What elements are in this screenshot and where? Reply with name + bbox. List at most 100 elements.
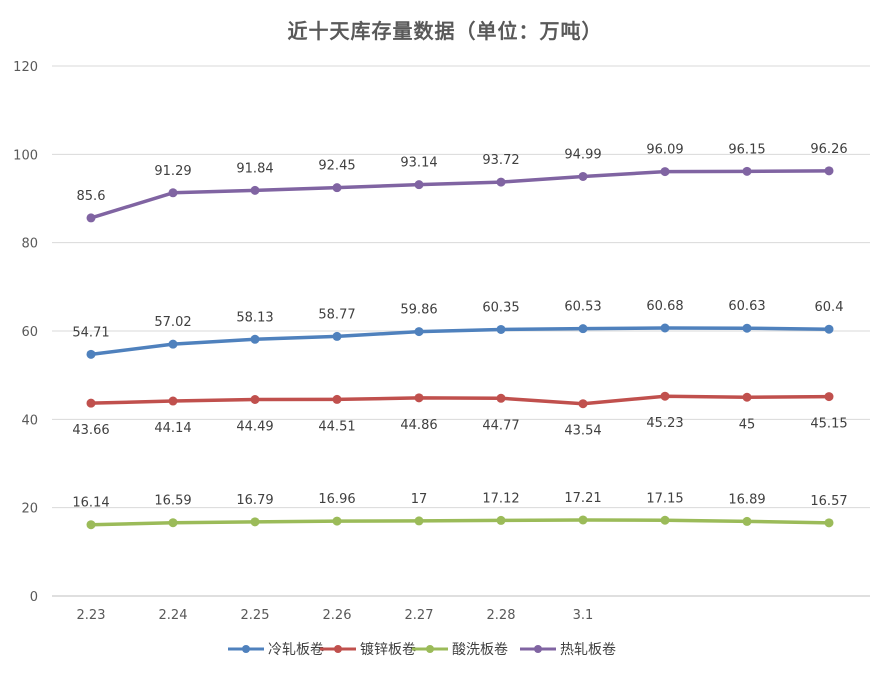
data-label: 45.15 [810,417,847,432]
data-label: 96.15 [728,142,765,157]
series-line [89,394,831,406]
data-label: 93.72 [482,153,519,168]
data-label: 45.23 [646,416,683,431]
legend-swatch-marker [426,645,434,653]
data-label: 54.71 [72,325,109,340]
legend-item: 热轧板卷 [520,642,616,658]
data-label: 17.15 [646,491,683,506]
data-label: 60.63 [728,299,765,314]
data-point [660,391,670,401]
data-label: 60.68 [646,299,683,314]
data-point [332,183,342,193]
legend-item: 冷轧板卷 [228,642,324,658]
data-point [414,516,424,526]
legend-item: 酸洗板卷 [412,642,508,658]
data-point [332,331,342,341]
legend-swatch-marker [242,645,250,653]
data-label: 16.57 [810,494,847,509]
data-label: 17.12 [482,491,519,506]
data-point [168,188,178,198]
data-point [578,324,588,334]
data-point [250,334,260,344]
data-label: 44.77 [482,418,519,433]
data-label: 85.6 [77,189,106,204]
legend-label: 热轧板卷 [560,642,616,658]
data-label: 94.99 [564,147,601,162]
data-label: 44.86 [400,418,437,433]
data-label: 16.14 [72,496,109,511]
data-point [250,517,260,527]
data-labels: 54.71 57.02 58.13 58.77 59.86 60.35 60.53 60.68… [72,142,847,511]
x-tick-label: 2.24 [159,608,188,623]
data-point [578,399,588,409]
x-tick-label: 3.1 [573,608,594,623]
data-point [824,324,834,334]
data-label: 44.14 [154,421,191,436]
data-point [86,398,96,408]
data-label: 44.51 [318,419,355,434]
data-label: 43.66 [72,423,109,438]
data-point [742,392,752,402]
data-point [496,324,506,334]
data-point [742,166,752,176]
chart-title: 近十天库存量数据（单位：万吨） [288,19,603,43]
y-tick-label: 60 [21,325,38,340]
data-label: 16.89 [728,492,765,507]
legend-swatch-marker [534,645,542,653]
x-tick-label: 2.27 [405,608,434,623]
data-point [824,392,834,402]
data-point [332,394,342,404]
y-tick-label: 20 [21,502,38,517]
y-axis-ticks: 0 20 40 60 80 100 120 [13,60,38,605]
x-axis-ticks: 2.23 2.24 2.25 2.26 2.27 2.28 3.1 [77,608,594,623]
data-label: 60.35 [482,300,519,315]
data-label: 91.84 [236,161,273,176]
x-tick-label: 2.23 [77,608,106,623]
data-point [496,177,506,187]
data-point [496,515,506,525]
series-line [89,169,831,220]
data-label: 96.09 [646,143,683,158]
x-tick-label: 2.26 [323,608,352,623]
data-point [414,393,424,403]
data-point [168,339,178,349]
data-point [660,323,670,333]
legend-label: 酸洗板卷 [452,642,508,658]
series-group [86,166,834,530]
legend-item: 镀锌板卷 [320,641,416,658]
data-label: 16.59 [154,494,191,509]
data-label: 59.86 [400,303,437,318]
data-label: 16.96 [318,492,355,507]
data-point [414,180,424,190]
data-point [578,515,588,525]
data-label: 16.79 [236,493,273,508]
data-label: 43.54 [564,424,601,439]
series-1 [86,323,834,359]
data-label: 60.53 [564,300,601,315]
data-label: 60.4 [815,300,844,315]
data-point [86,213,96,223]
data-label: 57.02 [154,315,191,330]
legend-label: 冷轧板卷 [268,642,324,658]
data-point [742,516,752,526]
data-point [168,396,178,406]
data-label: 17.21 [564,491,601,506]
data-label: 44.49 [236,420,273,435]
y-tick-label: 120 [13,60,38,75]
data-point [824,166,834,176]
data-label: 17 [411,492,428,507]
data-point [578,171,588,181]
x-tick-label: 2.25 [241,608,270,623]
series-3 [86,515,834,530]
legend: 冷轧板卷 镀锌板卷 酸洗板卷 热轧板卷 [228,641,616,658]
series-line [89,326,831,357]
x-tick-label: 2.28 [487,608,516,623]
data-point [660,167,670,177]
data-label: 93.14 [400,156,437,171]
legend-swatch-marker [334,645,342,653]
y-tick-label: 40 [21,413,38,428]
data-point [86,349,96,359]
data-label: 58.13 [236,310,273,325]
y-tick-label: 0 [30,590,38,605]
